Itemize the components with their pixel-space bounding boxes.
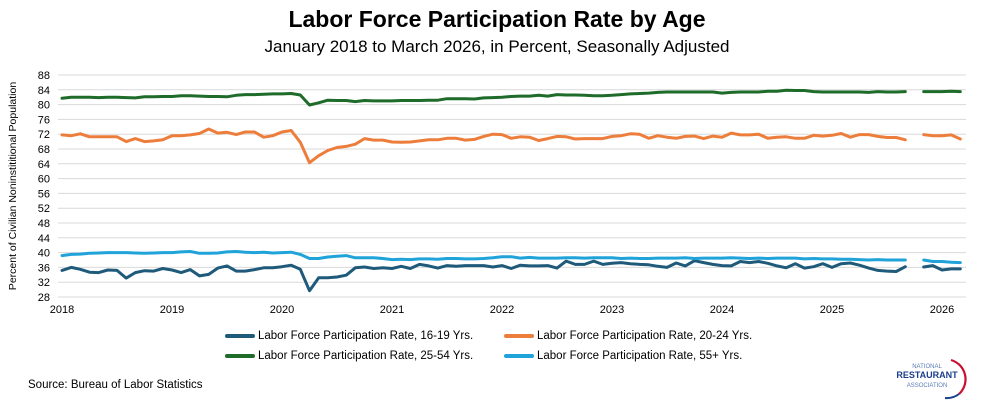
legend-item-55-plus: Labor Force Participation Rate, 55+ Yrs. [504,350,742,362]
x-tick-label: 2025 [820,304,844,316]
y-tick-label: 88 [38,70,50,82]
series-line-3 [922,258,962,265]
national-restaurant-association-logo: NATIONAL RESTAURANT ASSOCIATION [896,358,967,400]
svg-text:ASSOCIATION: ASSOCIATION [907,383,948,389]
y-tick-label: 64 [38,159,50,171]
y-tick-label: 44 [38,233,50,245]
chart-subtitle: January 2018 to March 2026, in Percent, … [264,37,730,56]
legend-item-16-19: Labor Force Participation Rate, 16-19 Yr… [225,330,473,342]
y-axis-label: Percent of Civilian Noninstititional Pop… [7,82,19,291]
y-tick-label: 76 [38,114,50,126]
y-tick-label: 80 [38,100,50,112]
y-tick-label: 52 [38,203,50,215]
y-tick-label: 28 [38,292,50,304]
legend-swatch [504,354,534,358]
line-chart: 28 32 36 40 44 48 52 56 60 64 68 72 76 80 84 88 2018 201… [7,70,966,316]
legend-swatch [225,354,255,358]
series-line-0 [60,259,907,293]
y-tick-label: 56 [38,188,50,200]
x-tick-label: 2026 [930,304,954,316]
y-tick-label: 84 [38,85,50,97]
legend-label: Labor Force Participation Rate, 25-54 Yr… [258,350,474,362]
legend-label: Labor Force Participation Rate, 20-24 Yr… [537,330,753,342]
legend-item-25-54: Labor Force Participation Rate, 25-54 Yr… [225,350,473,362]
y-tick-label: 60 [38,174,50,186]
svg-text:NATIONAL: NATIONAL [912,364,942,370]
legend-label: Labor Force Participation Rate, 16-19 Yr… [258,330,474,342]
x-tick-label: 2022 [490,304,514,316]
x-tick-label: 2024 [710,304,734,316]
chart-title: Labor Force Participation Rate by Age [288,6,706,32]
y-tick-label: 68 [38,144,50,156]
x-tick-label: 2020 [270,304,294,316]
series-line-2 [60,88,907,107]
svg-text:RESTAURANT: RESTAURANT [896,370,958,380]
series-line-1 [60,127,907,165]
y-tick-label: 32 [38,277,50,289]
series-line-3 [60,250,907,262]
y-tick-label: 48 [38,218,50,230]
x-tick-label: 2021 [380,304,404,316]
x-tick-label: 2023 [600,304,624,316]
legend-swatch [504,334,534,338]
series-line-1 [922,133,962,141]
y-tick-label: 40 [38,248,50,260]
series-line-0 [922,264,962,272]
x-tick-label: 2018 [50,304,74,316]
legend-swatch [225,334,255,338]
legend-label: Labor Force Participation Rate, 55+ Yrs. [537,350,743,362]
y-tick-label: 72 [38,129,50,141]
source-note: Source: Bureau of Labor Statistics [28,379,203,391]
legend-item-20-24: Labor Force Participation Rate, 20-24 Yr… [504,330,752,342]
y-tick-label: 36 [38,262,50,274]
x-tick-label: 2019 [160,304,184,316]
